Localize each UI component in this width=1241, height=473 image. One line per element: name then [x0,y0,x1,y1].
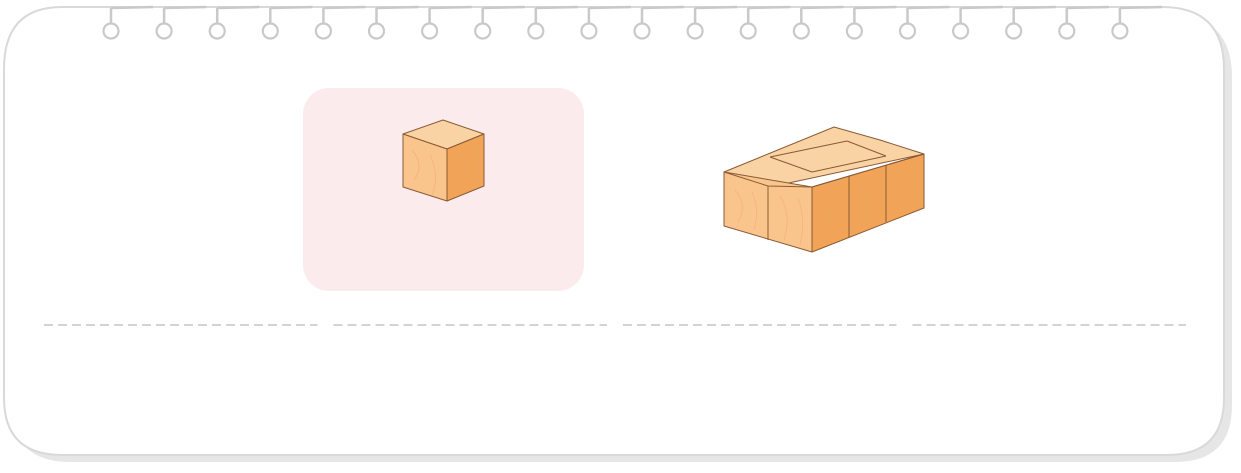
binding-hole [527,22,545,40]
binding-hole [208,22,226,40]
spiral-binding [102,5,1163,40]
binding-ring [587,5,632,23]
prism-top-gridline [811,155,887,173]
binding-ring [428,5,472,23]
binding-ring [162,5,207,23]
binding-hole [474,22,492,40]
binding-hole [739,22,757,40]
binding-ring [853,5,897,23]
binding-hole [314,22,332,40]
binding-ring [534,5,578,23]
binding-ring [481,5,525,23]
binding-hole [845,22,864,40]
binding-hole [421,22,439,40]
unit-cube-grain [411,144,476,196]
binding-ring [1118,5,1163,23]
binding-ring [375,5,419,23]
binding-ring [693,5,738,23]
binding-ring [269,5,313,23]
binding-ring [215,5,260,23]
binding-hole [898,22,917,40]
binding-hole [261,22,279,40]
binding-hole [1005,22,1023,40]
binding-hole [1058,22,1076,40]
prism-top-gridline [769,156,813,173]
card-body [3,6,1225,456]
binding-hole [580,22,598,40]
binding-ring [1065,5,1109,23]
binding-hole [155,22,173,40]
binding-ring [640,5,685,23]
prism-top-gridline [846,140,887,157]
binding-ring [322,5,366,23]
binding-ring [800,5,844,23]
binding-ring [1012,5,1056,23]
prism-grain [734,169,905,246]
binding-hole [792,22,810,40]
prism-top-gridline [769,140,848,158]
binding-hole [951,22,970,40]
binding-hole [633,22,651,40]
binding-ring [959,5,1003,23]
binding-ring [746,5,791,23]
binding-hole [1111,22,1129,40]
prism-top-outline [723,153,925,188]
binding-hole [686,22,704,40]
cube-prism [723,126,925,253]
binding-ring [109,5,154,23]
unit-cube [402,119,485,202]
binding-hole [102,22,120,40]
binding-ring [906,5,950,23]
binding-hole [367,22,386,40]
unit-cube-right-face [446,133,485,202]
